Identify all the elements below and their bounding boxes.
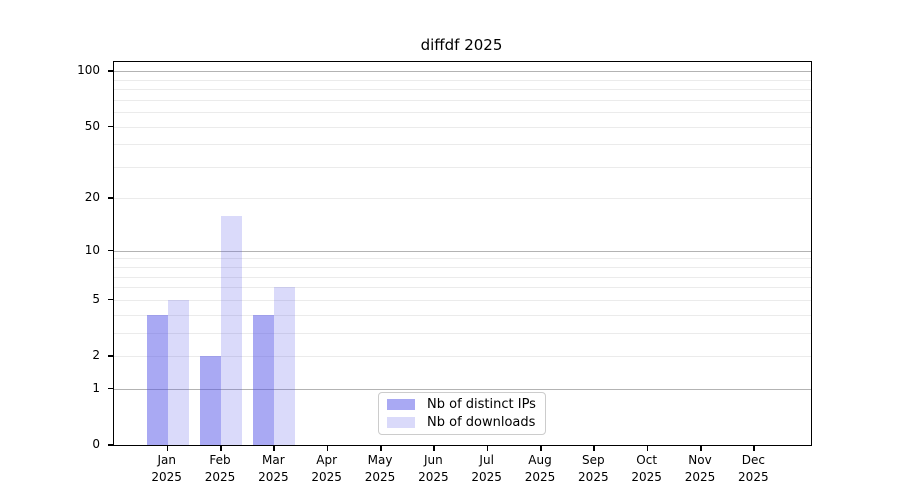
- x-tick: [753, 445, 755, 451]
- y-tick-label: 1: [92, 380, 100, 395]
- gridline-minor: [114, 356, 811, 357]
- x-tick: [540, 445, 542, 451]
- plot-area: [113, 61, 812, 446]
- x-tick-label: Dec 2025: [738, 453, 769, 484]
- x-tick: [700, 445, 702, 451]
- y-tick-label: 5: [92, 291, 100, 306]
- x-tick-label: May 2025: [364, 453, 396, 484]
- bar-distinct-ips-feb: [200, 356, 222, 445]
- bar-distinct-ips-mar: [253, 314, 275, 445]
- bar-downloads-feb: [221, 215, 243, 445]
- x-tick: [273, 445, 275, 451]
- y-tick-label: 10: [84, 242, 100, 257]
- gridline-minor: [114, 198, 811, 200]
- x-tick-label: Sep 2025: [578, 453, 609, 484]
- gridline-minor: [114, 112, 811, 114]
- chart-title: diffdf 2025: [420, 36, 503, 54]
- gridline-minor: [114, 332, 811, 334]
- y-tick: [108, 298, 113, 301]
- x-tick: [326, 445, 329, 451]
- y-tick: [108, 444, 113, 446]
- x-tick-label: Jun 2025: [418, 453, 449, 484]
- x-tick-label: Aug 2025: [524, 453, 556, 484]
- x-tick-label: Feb 2025: [204, 453, 236, 484]
- legend-item-downloads: Nb of downloads: [387, 415, 545, 430]
- x-tick: [646, 445, 649, 451]
- x-tick-label: Jan 2025: [151, 453, 182, 484]
- gridline-major: [114, 71, 811, 73]
- y-tick-label: 20: [84, 190, 100, 205]
- x-tick-label: Oct 2025: [631, 453, 662, 484]
- x-tick: [166, 445, 169, 451]
- bar-downloads-mar: [274, 287, 296, 445]
- gridline-minor: [114, 267, 811, 269]
- gridline-minor: [114, 79, 811, 81]
- x-tick: [380, 445, 382, 451]
- x-tick-label: Nov 2025: [684, 453, 716, 484]
- gridline-minor: [114, 299, 811, 301]
- y-tick: [108, 387, 113, 390]
- legend-label-downloads: Nb of downloads: [427, 415, 536, 430]
- y-tick: [108, 125, 113, 128]
- legend-swatch-downloads: [387, 417, 415, 428]
- y-tick-label: 100: [77, 63, 100, 78]
- bar-downloads-jan: [167, 299, 189, 445]
- y-tick-label: 0: [92, 437, 100, 451]
- x-tick-label: Mar 2025: [258, 453, 289, 484]
- gridline-minor: [114, 258, 811, 260]
- x-tick-label: Apr 2025: [311, 453, 342, 484]
- y-tick-label: 2: [92, 348, 100, 362]
- gridline-minor: [114, 89, 811, 91]
- x-tick: [593, 445, 595, 451]
- legend-swatch-distinct-ips: [387, 399, 415, 410]
- legend-label-distinct-ips: Nb of distinct IPs: [427, 397, 536, 412]
- gridline-minor: [114, 166, 811, 168]
- y-tick-label: 50: [84, 118, 100, 133]
- gridline-minor: [114, 99, 811, 101]
- y-tick: [108, 355, 113, 357]
- gridline-minor: [114, 144, 811, 146]
- gridline-minor: [114, 287, 811, 289]
- gridline-major: [114, 388, 811, 390]
- gridline-minor: [114, 276, 811, 278]
- y-tick: [108, 249, 113, 252]
- gridline-minor: [114, 126, 811, 128]
- x-tick: [220, 445, 222, 451]
- y-tick: [108, 70, 113, 72]
- bar-distinct-ips-jan: [146, 314, 168, 445]
- x-tick: [486, 445, 489, 451]
- x-tick: [433, 445, 435, 451]
- gridline-minor: [114, 314, 811, 316]
- y-tick: [108, 197, 113, 199]
- gridline-major: [114, 250, 811, 252]
- legend-item-distinct-ips: Nb of distinct IPs: [387, 397, 545, 412]
- x-tick-label: Jul 2025: [471, 453, 502, 484]
- legend: Nb of distinct IPs Nb of downloads: [378, 392, 546, 435]
